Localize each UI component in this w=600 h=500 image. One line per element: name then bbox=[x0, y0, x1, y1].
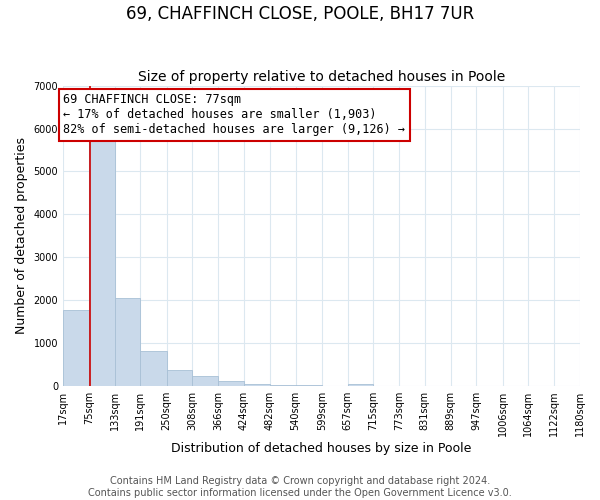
X-axis label: Distribution of detached houses by size in Poole: Distribution of detached houses by size … bbox=[172, 442, 472, 455]
Bar bbox=[244, 384, 270, 386]
Bar bbox=[218, 382, 244, 386]
Bar bbox=[63, 310, 89, 386]
Bar bbox=[270, 385, 296, 386]
Bar bbox=[115, 298, 140, 386]
Bar bbox=[140, 351, 167, 386]
Text: 69 CHAFFINCH CLOSE: 77sqm
← 17% of detached houses are smaller (1,903)
82% of se: 69 CHAFFINCH CLOSE: 77sqm ← 17% of detac… bbox=[64, 94, 406, 136]
Title: Size of property relative to detached houses in Poole: Size of property relative to detached ho… bbox=[138, 70, 505, 85]
Bar bbox=[347, 384, 373, 386]
Bar bbox=[89, 139, 115, 386]
Text: Contains HM Land Registry data © Crown copyright and database right 2024.
Contai: Contains HM Land Registry data © Crown c… bbox=[88, 476, 512, 498]
Bar bbox=[167, 370, 193, 386]
Text: 69, CHAFFINCH CLOSE, POOLE, BH17 7UR: 69, CHAFFINCH CLOSE, POOLE, BH17 7UR bbox=[126, 5, 474, 23]
Y-axis label: Number of detached properties: Number of detached properties bbox=[15, 138, 28, 334]
Bar bbox=[193, 376, 218, 386]
